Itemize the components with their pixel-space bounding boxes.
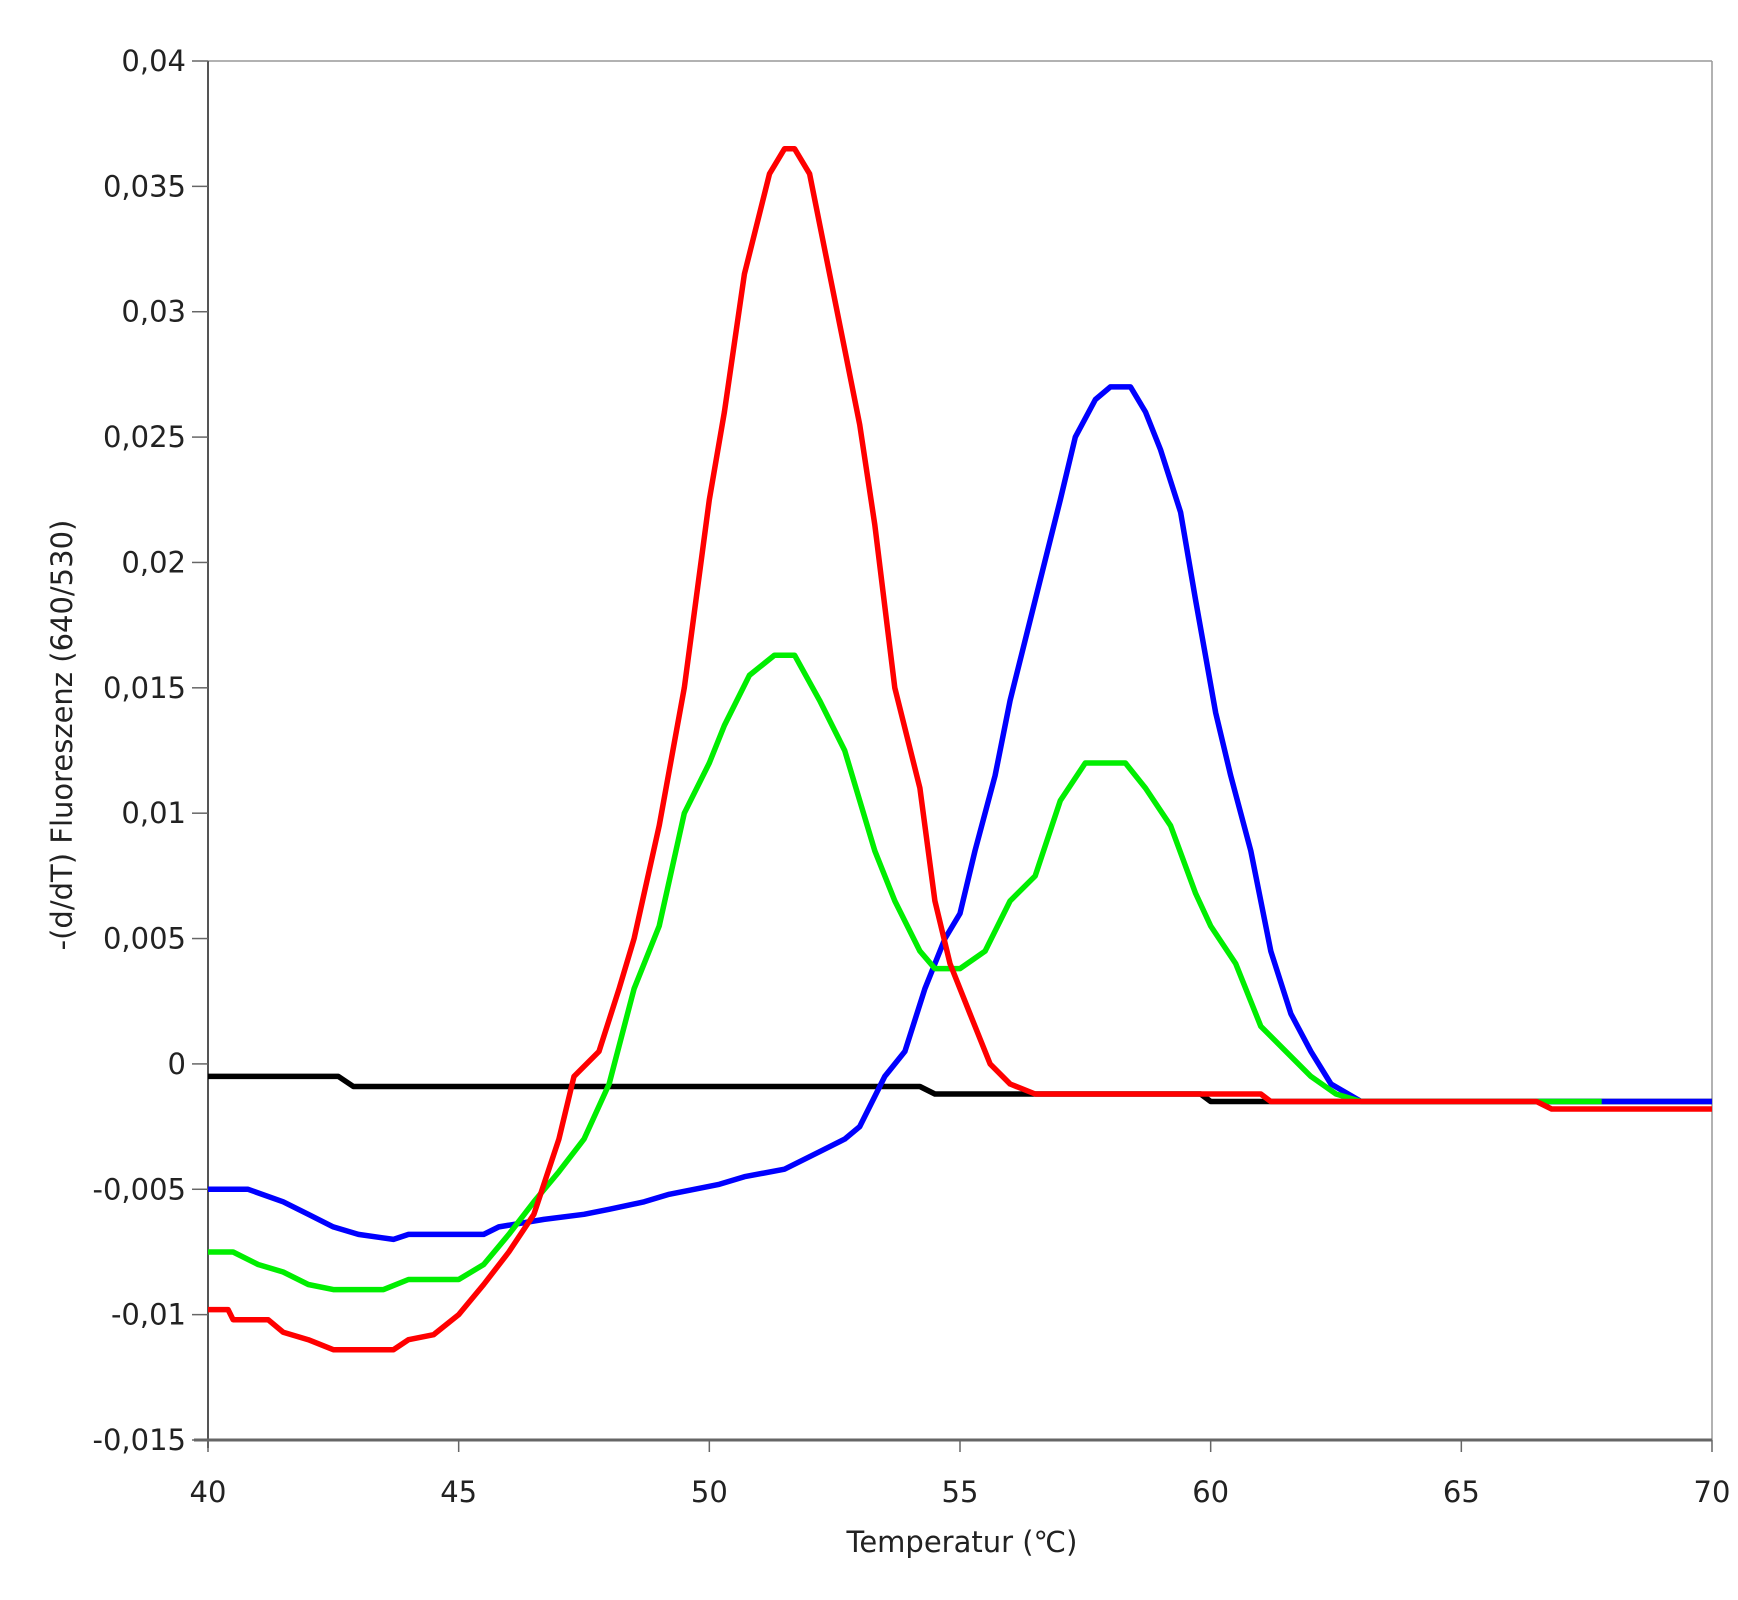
series-line-1 — [208, 1073, 1712, 1105]
series-line-2 — [208, 384, 1712, 1243]
series-group — [208, 146, 1712, 1353]
x-tick-label: 65 — [1443, 1475, 1480, 1509]
x-axis-ticks: 40 45 50 55 60 65 70 — [190, 1440, 1731, 1509]
x-tick-label: 70 — [1694, 1475, 1731, 1509]
y-axis-ticks: -0,015 -0,01 -0,005 0 0,005 0,01 0,015 0,02 0,02… — [93, 44, 208, 1457]
series-line-4 — [208, 146, 1712, 1353]
y-tick-label: 0,025 — [103, 420, 186, 454]
x-tick-label: 60 — [1192, 1475, 1229, 1509]
x-axis-label: Temperatur (℃) — [846, 1525, 1078, 1559]
y-tick-label: 0 — [168, 1047, 186, 1081]
y-tick-label: -0,015 — [93, 1423, 187, 1457]
x-tick-label: 55 — [942, 1475, 979, 1509]
y-tick-label: -0,005 — [93, 1172, 187, 1206]
y-tick-label: 0,02 — [121, 545, 186, 579]
y-tick-label: 0,03 — [121, 295, 186, 329]
y-tick-label: 0,04 — [121, 44, 186, 78]
x-tick-label: 45 — [440, 1475, 477, 1509]
plot-frame — [194, 60, 1713, 1448]
y-tick-label: 0,005 — [103, 922, 186, 956]
y-tick-label: -0,01 — [111, 1298, 186, 1332]
y-tick-label: 0,035 — [103, 169, 186, 203]
y-tick-label: 0,01 — [121, 796, 186, 830]
y-tick-label: 0,015 — [103, 671, 186, 705]
y-axis-label: -(d/dT) Fluoreszenz (640/530) — [45, 520, 79, 951]
x-tick-label: 40 — [190, 1475, 227, 1509]
x-tick-label: 50 — [691, 1475, 728, 1509]
series-line-3 — [208, 652, 1602, 1293]
